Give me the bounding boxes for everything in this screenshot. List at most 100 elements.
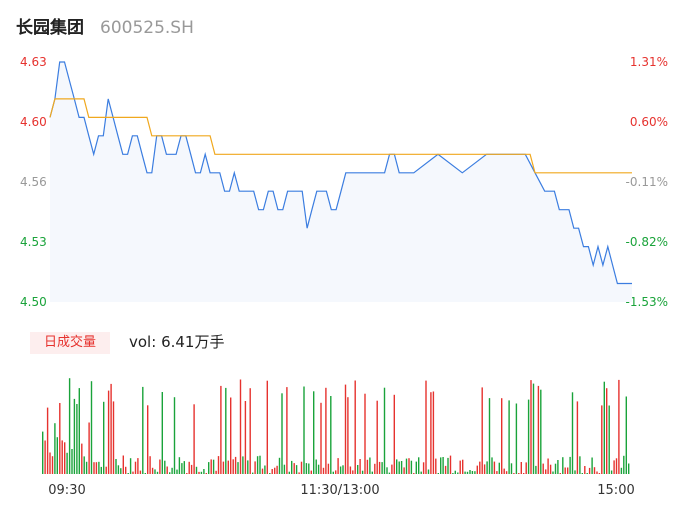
volume-bar <box>215 470 217 474</box>
volume-bar <box>374 463 376 474</box>
volume-bar <box>169 472 171 474</box>
volume-bar <box>530 380 532 474</box>
volume-bar <box>327 463 330 474</box>
volume-bar <box>305 463 308 474</box>
time-tick-label: 09:30 <box>48 483 85 498</box>
volume-bar <box>256 456 259 474</box>
volume-bar <box>501 398 503 474</box>
volume-bar <box>396 459 398 474</box>
percent-tick-label: 0.60% <box>630 115 668 129</box>
volume-bar <box>603 381 605 474</box>
volume-bar <box>598 473 601 474</box>
volume-bar <box>51 456 54 474</box>
volume-bar <box>432 391 435 474</box>
volume-bar <box>562 457 564 474</box>
volume-bar <box>503 468 505 474</box>
volume-bar <box>129 458 132 474</box>
volume-bar <box>313 391 315 474</box>
volume-bar <box>171 467 173 474</box>
volume-bar <box>359 459 361 474</box>
volume-bar <box>254 461 256 474</box>
volume-bar <box>147 405 149 474</box>
volume-bar <box>383 387 386 474</box>
volume-bar <box>425 380 427 474</box>
volume-bar <box>73 398 76 474</box>
volume-bar <box>527 399 530 474</box>
volume-bar <box>234 456 237 474</box>
volume-bar <box>520 462 522 474</box>
volume-bar <box>559 473 561 474</box>
volume-bar <box>442 457 444 474</box>
volume-bar <box>569 456 571 474</box>
volume-bar <box>378 461 381 474</box>
volume-bar <box>464 471 466 474</box>
volume-bar <box>354 380 356 474</box>
volume-bar <box>281 393 283 474</box>
volume-bar <box>542 463 544 474</box>
volume-bar <box>66 452 68 474</box>
volume-bar <box>78 388 80 474</box>
volume-bar <box>576 401 579 474</box>
volume-bar <box>525 462 527 474</box>
volume-bar <box>90 381 93 474</box>
volume-bar <box>523 473 525 474</box>
volume-bar <box>166 466 168 474</box>
volume-bar <box>217 456 220 474</box>
volume-tag[interactable]: 日成交量 <box>30 332 110 354</box>
volume-bar <box>183 461 185 474</box>
volume-bar <box>115 459 117 474</box>
stock-code: 600525.SH <box>100 18 194 38</box>
volume-bar <box>154 469 156 474</box>
volume-bar <box>64 442 66 474</box>
volume-bar <box>320 402 322 474</box>
volume-bar <box>103 401 105 474</box>
volume-bar <box>339 466 342 474</box>
volume-bar <box>112 401 115 474</box>
volume-bar <box>342 465 344 474</box>
volume-bar <box>596 471 598 474</box>
volume-bar <box>444 465 447 474</box>
volume-bar <box>532 383 535 474</box>
volume-bar <box>230 397 232 474</box>
volume-bar <box>386 467 388 474</box>
volume-bar <box>591 457 593 474</box>
volume-bar <box>159 459 161 474</box>
volume-bar <box>200 471 203 474</box>
volume-bar <box>181 463 183 474</box>
volume-bar <box>117 465 120 474</box>
volume-bar <box>623 455 625 474</box>
volume-bar <box>608 405 610 474</box>
volume-bar <box>610 470 613 474</box>
price-tick-label: 4.60 <box>20 115 47 129</box>
volume-bar <box>137 458 139 474</box>
volume-bar <box>303 386 305 474</box>
volume-bar <box>488 398 491 474</box>
volume-bar <box>95 462 98 474</box>
volume-bar <box>105 466 107 474</box>
volume-bar <box>298 472 300 474</box>
volume-bar <box>474 471 476 474</box>
volume-bar <box>198 471 200 474</box>
volume-bar <box>430 392 432 474</box>
volume-bar <box>212 459 215 474</box>
volume-bar <box>440 457 442 474</box>
volume-bar <box>134 461 137 474</box>
volume-bar <box>366 459 369 474</box>
volume-bar <box>203 469 205 474</box>
volume-bar <box>178 457 181 474</box>
price-tick-label: 4.50 <box>20 295 47 309</box>
volume-bar <box>449 455 452 474</box>
volume-bar <box>471 471 474 474</box>
volume-readout-label: vol: <box>129 333 157 351</box>
volume-bar <box>315 459 317 474</box>
volume-bar <box>618 379 620 474</box>
volume-bar <box>81 443 83 474</box>
volume-bar <box>413 473 415 474</box>
volume-bar <box>398 461 400 474</box>
stock-name: 长园集团 <box>16 18 84 38</box>
time-tick-label: 15:00 <box>597 483 634 498</box>
volume-bar <box>364 393 366 474</box>
volume-bar <box>259 455 261 474</box>
volume-bar <box>567 467 569 474</box>
volume-bar <box>139 470 142 474</box>
